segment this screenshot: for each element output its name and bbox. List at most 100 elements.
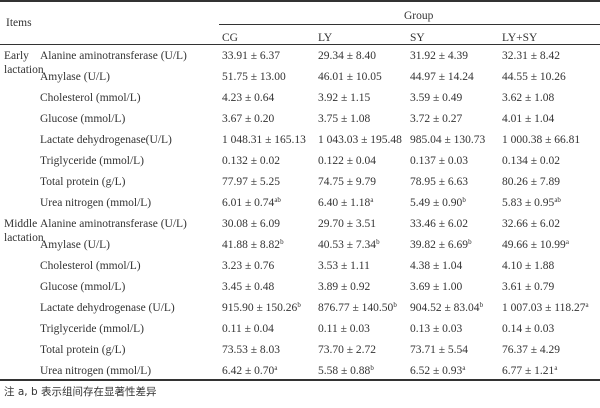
cell-value: 73.71 ± 5.54 [410,344,469,356]
cell-value: 6.52 ± 0.93 [410,365,463,377]
cell-value: 0.134 ± 0.02 [502,155,561,167]
cell-value: 876.77 ± 140.50 [318,302,394,314]
section-label-line: lactation [4,64,44,76]
significance-superscript: b [370,364,374,372]
table-cell: 5.49 ± 0.90b [410,196,466,210]
table-cell: 0.122 ± 0.04 [318,154,376,168]
table-cell: 0.132 ± 0.02 [222,154,280,168]
table-cell: 0.14 ± 0.03 [502,322,554,336]
table-cell: 78.95 ± 6.63 [410,175,468,189]
table-cell: 0.137 ± 0.03 [410,154,468,168]
table-cell: 76.37 ± 4.29 [502,343,560,357]
cell-value: 3.61 ± 0.79 [502,281,555,293]
significance-superscript: b [462,196,466,204]
cell-value: 44.55 ± 10.26 [502,71,566,83]
row-label: Cholesterol (mmol/L) [40,92,141,104]
table-cell: 3.69 ± 1.00 [410,280,462,294]
table-cell: 1 048.31 ± 165.13 [222,133,306,147]
table-bottom-rule [0,379,600,381]
table-cell: 46.01 ± 10.05 [318,70,382,84]
table-cell: 0.134 ± 0.02 [502,154,560,168]
row-label: Cholesterol (mmol/L) [40,260,141,272]
significance-superscript: a [274,364,278,372]
cell-value: 0.13 ± 0.03 [410,323,463,335]
cell-value: 5.58 ± 0.88 [318,365,371,377]
cell-value: 39.82 ± 6.69 [410,239,469,251]
table-cell: 3.92 ± 1.15 [318,91,370,105]
cell-value: 6.42 ± 0.70 [222,365,275,377]
cell-value: 3.89 ± 0.92 [318,281,371,293]
table-cell: 3.67 ± 0.20 [222,112,274,126]
table-cell: 30.08 ± 6.09 [222,217,280,231]
section-label-line: lactation [4,232,44,244]
significance-superscript: b [479,301,484,309]
table-cell: 4.01 ± 1.04 [502,112,554,126]
table-cell: 876.77 ± 140.50b [318,301,397,315]
cell-value: 0.11 ± 0.03 [318,323,370,335]
cell-value: 5.83 ± 0.95 [502,197,555,209]
table-cell: 4.23 ± 0.64 [222,91,274,105]
section-label: Early lactation [4,49,44,77]
cell-value: 0.14 ± 0.03 [502,323,555,335]
cell-value: 41.88 ± 8.82 [222,239,281,251]
row-label: Glucose (mmol/L) [40,281,126,293]
cell-value: 33.46 ± 6.02 [410,218,469,230]
significance-superscript: a [565,238,569,246]
section-label: Middle lactation [4,217,44,245]
column-header-cg: CG [222,32,238,44]
table-cell: 73.70 ± 2.72 [318,343,376,357]
table-cell: 44.55 ± 10.26 [502,70,566,84]
significance-superscript: ab [554,196,561,204]
cell-value: 3.62 ± 1.08 [502,92,555,104]
table-cell: 40.53 ± 7.34b [318,238,380,252]
cell-value: 29.34 ± 8.40 [318,50,377,62]
cell-value: 4.10 ± 1.88 [502,260,555,272]
table-cell: 39.82 ± 6.69b [410,238,472,252]
table-cell: 29.70 ± 3.51 [318,217,376,231]
table-cell: 4.10 ± 1.88 [502,259,554,273]
cell-value: 904.52 ± 83.04 [410,302,480,314]
table-cell: 29.34 ± 8.40 [318,49,376,63]
table-cell: 3.75 ± 1.08 [318,112,370,126]
cell-value: 49.66 ± 10.99 [502,239,566,251]
significance-superscript: b [393,301,397,309]
cell-value: 73.53 ± 8.03 [222,344,281,356]
table-cell: 32.31 ± 8.42 [502,49,560,63]
table-cell: 6.01 ± 0.74ab [222,196,281,210]
cell-value: 3.75 ± 1.08 [318,113,371,125]
cell-value: 1 007.03 ± 118.27 [502,302,586,314]
table-cell: 0.11 ± 0.04 [222,322,274,336]
column-header-sy: SY [410,32,425,44]
table-cell: 985.04 ± 130.73 [410,133,485,147]
cell-value: 3.69 ± 1.00 [410,281,463,293]
table-cell: 3.61 ± 0.79 [502,280,554,294]
row-label: Triglyceride (mmol/L) [40,155,145,167]
table-cell: 3.89 ± 0.92 [318,280,370,294]
significance-superscript: ab [274,196,281,204]
significance-superscript: b [468,238,472,246]
table-cell: 5.83 ± 0.95ab [502,196,561,210]
cell-value: 4.23 ± 0.64 [222,92,275,104]
column-header-ly: LY [318,32,333,44]
table-cell: 49.66 ± 10.99a [502,238,569,252]
table-cell: 4.38 ± 1.04 [410,259,462,273]
cell-value: 3.45 ± 0.48 [222,281,275,293]
cell-value: 6.40 ± 1.18 [318,197,371,209]
table-cell: 80.26 ± 7.89 [502,175,560,189]
table-cell: 77.97 ± 5.25 [222,175,280,189]
table-cell: 1 000.38 ± 66.81 [502,133,580,147]
row-label: Alanine aminotransferase (U/L) [40,50,187,62]
table-cell: 1 007.03 ± 118.27a [502,301,589,315]
table-cell: 3.59 ± 0.49 [410,91,462,105]
cell-value: 3.23 ± 0.76 [222,260,275,272]
cell-value: 6.77 ± 1.21 [502,365,555,377]
cell-value: 80.26 ± 7.89 [502,176,561,188]
items-header: Items [6,17,32,29]
cell-value: 30.08 ± 6.09 [222,218,281,230]
row-label: Urea nitrogen (mmol/L) [40,197,152,209]
cell-value: 76.37 ± 4.29 [502,344,561,356]
table-cell: 904.52 ± 83.04b [410,301,483,315]
significance-superscript: b [376,238,380,246]
table-cell: 73.53 ± 8.03 [222,343,280,357]
cell-value: 46.01 ± 10.05 [318,71,382,83]
